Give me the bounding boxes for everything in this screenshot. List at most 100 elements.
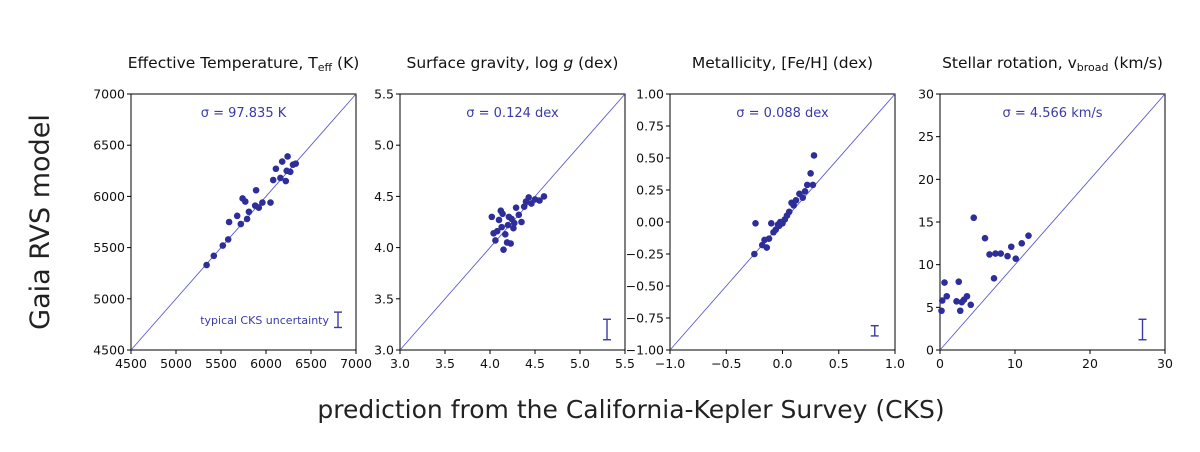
data-point [938,307,945,315]
x-tick-label: 10 [1007,356,1023,371]
data-point [1007,243,1015,251]
data-point [767,219,775,227]
y-tick-label: 15 [918,215,934,230]
data-point [488,213,496,221]
data-point [799,194,807,201]
x-tick-label: 5.0 [570,356,590,371]
data-point [807,170,814,177]
panel-2: Surface gravity, log g (dex) 3.0 3.5 4.0 4.5… [374,54,635,371]
data-point [1018,240,1026,247]
data-point [255,204,263,211]
y-tick-label: 4.5 [374,189,394,204]
data-point [752,219,759,227]
data-point [520,203,528,210]
x-tick-label: 4500 [115,356,147,371]
data-point [507,240,514,247]
sigma-label: σ = 0.088 dex [736,106,829,121]
panel-title-main: Surface gravity, log [407,54,564,72]
y-tick-label: 5.0 [374,138,394,153]
data-point [243,215,251,223]
y-tick-label: 1.00 [636,87,664,102]
panel-title-suffix: (dex) [573,54,618,72]
x-tick-label: 5500 [205,356,237,371]
data-point [512,204,520,211]
x-tick-label: 7000 [340,356,372,371]
data-point [259,199,266,206]
panel-title-main: Metallicity, [Fe/H] (dex) [692,54,873,72]
x-tick-label: 5000 [160,356,192,371]
x-tick-label: 4.0 [480,356,500,371]
y-tick-label: 4.0 [374,240,394,255]
y-tick-label: 3.0 [374,343,394,358]
x-tick-label: 3.0 [390,356,410,371]
x-tick-label: 6000 [250,356,282,371]
data-point [219,242,227,249]
y-tick-label: −0.75 [626,311,664,326]
data-point [970,214,978,222]
panel-title-main: Stellar rotation, v [942,54,1077,72]
y-tick-label: 30 [918,87,934,102]
data-point [292,160,300,167]
axes-frame [399,93,626,351]
y-tick-label: −1.00 [626,343,664,358]
x-tick-label: 6500 [295,356,327,371]
sigma-label: σ = 0.124 dex [466,106,559,121]
y-tick-label: 0.25 [636,183,664,198]
y-tick-label: 0 [926,343,934,358]
y-tick-label: 0.00 [636,215,664,230]
axes-frame [130,93,357,351]
data-point [267,199,274,206]
data-point [210,252,218,260]
data-point [751,250,758,258]
data-point [504,221,512,229]
data-point [1025,232,1032,239]
data-point [515,211,523,219]
x-tick-label: 0.5 [829,356,849,371]
data-point [498,223,506,231]
identity-line [939,93,1166,351]
panel-title-main: Effective Temperature, T [128,54,319,72]
x-tick-label: −0.5 [711,356,741,371]
panel-1: Effective Temperature, Teff (K) 4500 5000 5… [93,54,372,371]
panel-title: Stellar rotation, vbroad (km/s) [942,54,1163,74]
data-point [511,219,518,227]
x-tick-label: 20 [1082,356,1098,371]
data-point [284,153,291,160]
data-point [941,279,948,286]
data-point [272,165,280,173]
x-tick-label: 0 [936,356,944,371]
data-point [242,198,249,205]
panel-3: Metallicity, [Fe/H] (dex) −1.0 −0.5 0.0 0.5 1… [626,54,905,371]
sigma-label: σ = 97.835 K [201,106,287,121]
x-tick-label: 4.5 [525,356,545,371]
y-tick-label: 6000 [93,189,125,204]
data-point [252,186,260,194]
data-point [785,208,793,216]
data-point [992,250,999,257]
data-point [245,208,253,216]
data-point [502,230,509,238]
uncertainty-note: typical CKS uncertainty [200,314,329,327]
data-point [981,234,989,242]
data-point [518,218,525,226]
y-tick-label: 5.5 [374,87,394,102]
data-point [809,181,817,189]
data-point [1012,255,1020,262]
data-point [278,158,286,165]
data-point [963,292,971,300]
data-point [224,236,232,243]
data-point [943,292,951,300]
data-point [233,212,241,220]
data-point [525,194,532,201]
data-point [763,244,771,251]
data-point [277,174,284,182]
data-point [225,218,233,226]
data-point [495,216,503,224]
panels: Effective Temperature, Teff (K) 4500 5000 5… [93,54,1173,371]
data-point [536,197,543,204]
x-tick-label: 3.5 [435,356,455,371]
data-point [801,187,809,195]
data-point [956,307,964,315]
x-tick-label: −1.0 [655,356,685,371]
